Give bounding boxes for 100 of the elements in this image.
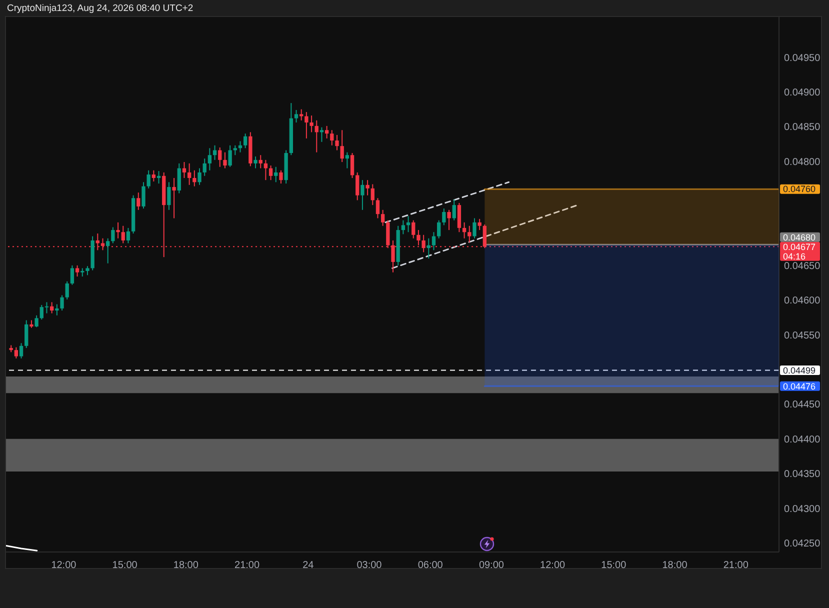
candlestick <box>172 177 176 219</box>
candlestick <box>86 266 90 276</box>
candlestick <box>258 154 262 169</box>
candlestick <box>146 170 150 189</box>
candlestick <box>218 146 222 168</box>
x-tick-label: 21:00 <box>234 560 260 572</box>
candlestick <box>304 112 308 139</box>
y-tick-label: 0.04800 <box>784 156 821 168</box>
candlestick <box>314 120 318 153</box>
y-tick-label: 0.04850 <box>784 122 821 134</box>
candlestick <box>324 125 329 139</box>
candlestick <box>202 158 206 176</box>
candlestick <box>300 108 304 121</box>
y-tick-label: 0.04250 <box>784 538 821 550</box>
candlestick <box>279 170 283 184</box>
candlestick <box>345 152 350 169</box>
y-tick-label: 0.04400 <box>784 434 821 446</box>
candlestick <box>330 130 334 146</box>
candlestick <box>116 222 120 239</box>
x-tick-label: 06:00 <box>418 560 444 572</box>
candlestick <box>350 152 354 178</box>
candlestick <box>320 126 324 142</box>
candlestick <box>380 209 385 226</box>
candlestick <box>177 162 181 194</box>
candlestick <box>187 162 192 186</box>
y-tick-label: 0.04550 <box>784 330 821 342</box>
x-tick-label: 03:00 <box>356 560 382 572</box>
candlestick <box>472 218 476 239</box>
x-tick-label: 12:00 <box>540 560 566 572</box>
candlestick <box>60 294 64 312</box>
ref-line-label: 0.04499 <box>783 365 816 376</box>
candlestick <box>254 156 258 169</box>
candlestick <box>442 208 446 226</box>
candlestick <box>268 164 273 181</box>
candlestick <box>370 184 374 206</box>
candlestick <box>468 225 472 244</box>
candlestick <box>152 170 156 182</box>
candlestick <box>228 144 232 168</box>
candlestick <box>457 202 462 233</box>
x-tick-label: 18:00 <box>173 560 199 572</box>
x-tick-label: 15:00 <box>601 560 627 572</box>
data-label: 0.04680 <box>783 232 816 242</box>
text: CryptoNinja123, Aug 24, 2026 08:40 UTC+2 <box>7 3 194 14</box>
x-tick-label: 21:00 <box>723 560 749 572</box>
candlestick <box>198 168 202 186</box>
candlestick <box>432 232 436 251</box>
y-tick-label: 0.04950 <box>784 52 821 64</box>
candlestick <box>167 182 171 210</box>
candlestick <box>401 220 406 235</box>
data-label: 0.04760 <box>783 184 816 194</box>
x-tick-label: 24 <box>302 560 314 572</box>
y-tick-label: 0.04900 <box>784 87 821 98</box>
candlestick <box>182 162 186 178</box>
candlestick <box>437 220 441 239</box>
candlestick <box>14 346 18 359</box>
candlestick <box>360 180 364 210</box>
candlestick <box>192 170 196 187</box>
candlestick <box>412 220 416 239</box>
candlestick <box>462 222 466 239</box>
x-tick-label: 18:00 <box>662 560 688 572</box>
candlestick <box>335 134 339 151</box>
candlestick <box>447 209 451 231</box>
candlestick <box>452 198 456 221</box>
candlestick <box>70 264 74 286</box>
candlestick <box>55 304 59 316</box>
candlestick <box>208 148 212 171</box>
candlestick <box>376 198 380 219</box>
candlestick <box>233 144 237 156</box>
candlestick <box>274 166 278 183</box>
candlestick <box>294 109 298 123</box>
y-tick-label: 0.04600 <box>784 296 821 307</box>
candlestick <box>34 314 38 328</box>
candlestick <box>244 133 248 149</box>
y-tick-label: 0.04350 <box>784 469 821 480</box>
candlestick <box>478 218 482 231</box>
x-tick-label: 15:00 <box>112 560 138 572</box>
x-tick-label: 12:00 <box>51 560 77 572</box>
candlestick <box>310 115 314 133</box>
candlestick <box>19 342 24 359</box>
ref-line-label: 0.04677 04:16 <box>783 242 816 262</box>
candlestick <box>340 130 344 163</box>
candlestick <box>212 144 217 160</box>
y-tick-label: 0.04650 <box>784 260 821 272</box>
candlestick <box>223 152 227 169</box>
candlestick <box>65 280 69 300</box>
x-tick-label: 09:00 <box>478 560 504 572</box>
candlestick <box>136 192 140 210</box>
candlestick <box>50 302 54 314</box>
candlestick <box>75 264 80 278</box>
candlestick <box>24 320 28 348</box>
candlestick <box>142 182 146 210</box>
candlestick <box>264 159 268 181</box>
candlestick <box>356 172 360 201</box>
candlestick <box>156 170 161 184</box>
candlestick <box>366 180 370 196</box>
y-tick-label: 0.04300 <box>784 504 821 515</box>
data-label: 0.04476 <box>783 381 816 392</box>
y-tick-label: 0.04450 <box>784 400 821 411</box>
candlestick <box>111 226 115 244</box>
candlestick <box>121 225 125 244</box>
